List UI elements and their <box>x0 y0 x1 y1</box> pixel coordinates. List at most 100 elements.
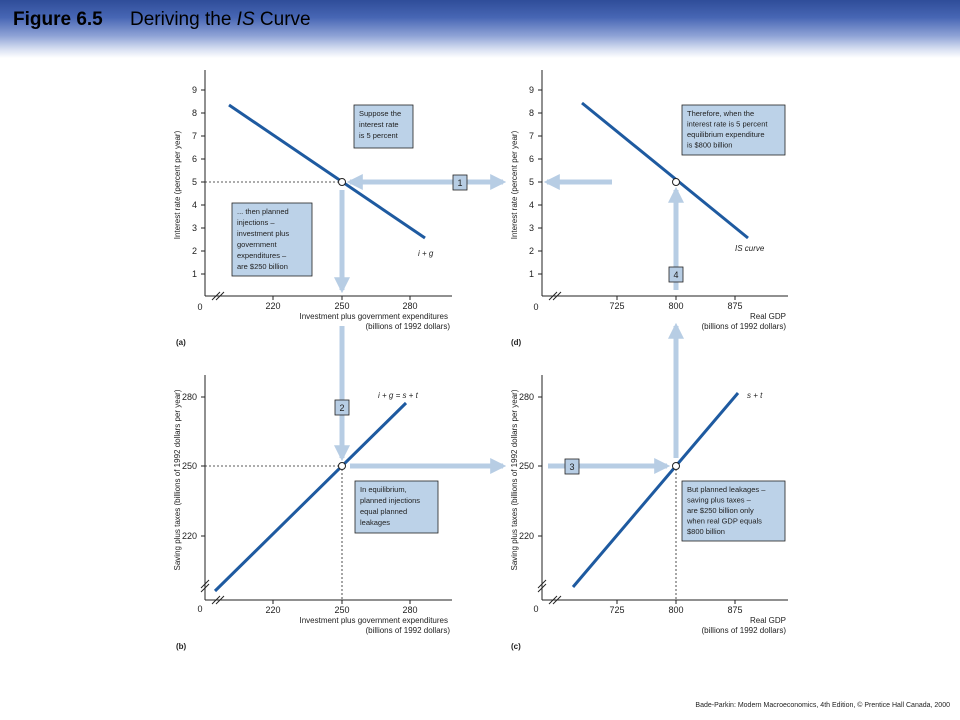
a-y-tick-label: 9 <box>192 85 197 95</box>
connecting-arrows <box>333 173 685 475</box>
d-note-line: equilibrium expenditure <box>687 130 765 139</box>
panel-a-x-label-1: Investment plus government expenditures <box>299 312 448 321</box>
a-y-tick-label: 2 <box>192 246 197 256</box>
panel-a: 1 2 3 4 5 6 7 8 9 220 250 280 0 Interest rate (per… <box>173 70 452 347</box>
step-number-2: 2 <box>339 403 344 413</box>
figure-title: Deriving the IS Curve <box>130 9 311 31</box>
panel-a-note-text: ... then planned injections – investment p… <box>237 207 289 271</box>
panel-d-curve <box>581 101 749 240</box>
step-box-2: 2 <box>334 399 350 416</box>
a-x-tick-label: 250 <box>334 301 349 311</box>
a-note-line: Suppose the <box>359 109 401 118</box>
c-note-line: saving plus taxes – <box>687 496 752 505</box>
panel-b-point <box>338 462 346 470</box>
panel-b-curve-label: i + g = s + t <box>378 391 419 400</box>
step-box-3: 3 <box>564 458 580 475</box>
title-prefix: Deriving the <box>130 9 237 30</box>
title-suffix: Curve <box>254 9 311 30</box>
panel-c-letter: (c) <box>511 642 521 651</box>
c-y-tick-label: 250 <box>519 461 534 471</box>
d-y-tick-label: 1 <box>529 269 534 279</box>
panel-c-point <box>672 462 680 470</box>
panel-a-y-ticks: 1 2 3 4 5 6 7 8 9 <box>192 85 205 279</box>
panel-b-x-label-2: (billions of 1992 dollars) <box>366 626 451 635</box>
panel-b-y-label: Saving plus taxes (billions of 1992 doll… <box>173 389 182 570</box>
panel-a-origin: 0 <box>197 302 202 312</box>
a-y-tick-label: 8 <box>192 108 197 118</box>
b-y-tick-label: 250 <box>182 461 197 471</box>
a-note-line: investment plus <box>237 229 289 238</box>
copyright-footer: Bade-Parkin: Modern Macroeconomics, 4th … <box>695 702 950 709</box>
b-note-line: equal planned <box>360 507 407 516</box>
a-note-line: expenditures – <box>237 251 287 260</box>
figure-number: Figure 6.5 <box>13 9 103 30</box>
panel-b-curve <box>213 401 408 593</box>
b-y-tick-label: 220 <box>182 531 197 541</box>
step-box-1: 1 <box>452 174 468 191</box>
panel-d-letter: (d) <box>511 338 522 347</box>
d-y-tick-label: 6 <box>529 154 534 164</box>
c-note-line: But planned leakages – <box>687 485 766 494</box>
panel-b: 220 250 280 220 250 280 0 Saving plus taxes … <box>173 375 452 651</box>
panel-d-y-label: Interest rate (percent per year) <box>510 130 519 239</box>
panel-b-axis-break <box>200 579 225 605</box>
a-y-tick-label: 4 <box>192 200 197 210</box>
panel-a-curve-label: i + g <box>418 249 434 258</box>
a-note-line: are $250 billion <box>237 262 288 271</box>
c-note-line: when real GDP equals <box>686 517 762 526</box>
a-note-line: injections – <box>237 218 275 227</box>
panel-d-x-ticks: 725 800 875 <box>609 296 743 311</box>
c-note-line: are $250 billion only <box>687 506 754 515</box>
a-x-tick-label: 280 <box>402 301 417 311</box>
panel-c-axis-break <box>537 579 562 605</box>
panel-d-curve-label: IS curve <box>735 244 765 253</box>
panel-b-note-box <box>354 480 439 534</box>
panel-c-y-label: Saving plus taxes (billions of 1992 doll… <box>510 389 519 570</box>
panel-d-axis-break <box>548 291 562 301</box>
d-x-tick-label: 800 <box>668 301 683 311</box>
panel-c: 220 250 280 725 800 875 0 Saving plus taxes … <box>510 375 788 651</box>
panel-d-point <box>672 178 680 186</box>
panel-c-note-text: But planned leakages – saving plus taxes … <box>686 485 766 536</box>
d-note-line: interest rate is 5 percent <box>687 120 768 129</box>
d-y-tick-label: 8 <box>529 108 534 118</box>
a-y-tick-label: 3 <box>192 223 197 233</box>
d-y-tick-label: 3 <box>529 223 534 233</box>
panel-a-x-ticks: 220 250 280 <box>265 296 418 311</box>
a-note-line: interest rate <box>359 120 399 129</box>
a-note-line: is 5 percent <box>359 131 399 140</box>
panel-d-origin: 0 <box>533 302 538 312</box>
a-y-tick-label: 5 <box>192 177 197 187</box>
panel-c-curve-label: s + t <box>747 391 763 400</box>
panel-c-note-box <box>681 480 786 542</box>
panel-a-question-text: Suppose the interest rate is 5 percent <box>359 109 401 140</box>
d-note-line: is $800 billion <box>687 141 732 150</box>
panel-a-curve <box>228 103 426 240</box>
panel-a-note-box <box>231 202 313 277</box>
panel-d-note-text: Therefore, when the interest rate is 5 pe… <box>687 109 768 150</box>
a-y-tick-label: 1 <box>192 269 197 279</box>
step-number-3: 3 <box>569 462 574 472</box>
panel-a-axis-break <box>211 291 225 301</box>
c-x-tick-label: 875 <box>727 605 742 615</box>
c-note-line: $800 billion <box>687 527 725 536</box>
panel-d-y-ticks: 1 2 3 4 5 6 7 8 9 <box>529 85 542 279</box>
panel-a-x-label-2: (billions of 1992 dollars) <box>366 322 451 331</box>
title-bar: Figure 6.5 Deriving the IS Curve <box>0 0 960 58</box>
panel-b-note-text: In equilibrium, planned injections equal p… <box>360 485 420 527</box>
d-y-tick-label: 2 <box>529 246 534 256</box>
b-note-line: In equilibrium, <box>360 485 407 494</box>
panel-a-point <box>338 178 346 186</box>
a-x-tick-label: 220 <box>265 301 280 311</box>
a-y-tick-label: 7 <box>192 131 197 141</box>
d-y-tick-label: 7 <box>529 131 534 141</box>
panel-a-question-box <box>353 104 414 149</box>
c-x-tick-label: 800 <box>668 605 683 615</box>
step-number-1: 1 <box>457 178 462 188</box>
b-y-tick-label: 280 <box>182 392 197 402</box>
panel-c-x-ticks: 725 800 875 <box>609 600 743 615</box>
panel-c-x-label-2: (billions of 1992 dollars) <box>702 626 787 635</box>
panel-b-x-label-1: Investment plus government expenditures <box>299 616 448 625</box>
panel-d-x-label-2: (billions of 1992 dollars) <box>702 322 787 331</box>
